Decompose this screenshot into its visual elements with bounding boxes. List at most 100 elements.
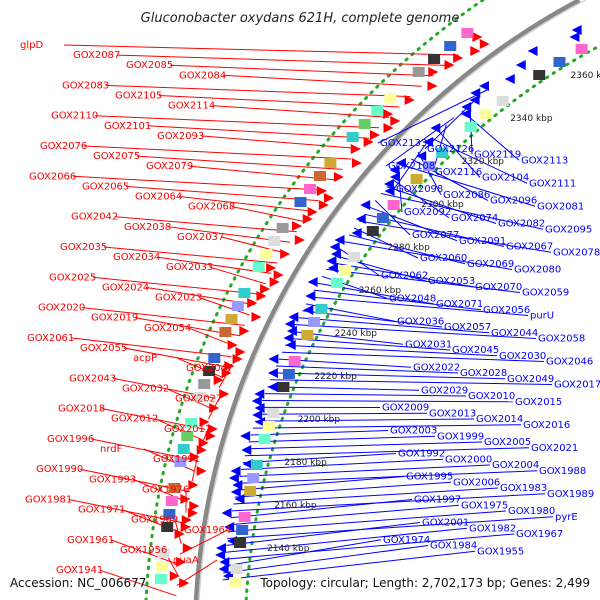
left-strand-gene-arrow [260, 284, 271, 294]
gene-feature-layer [154, 25, 588, 588]
inner-feature-block [315, 304, 328, 314]
left-gene-label: GOX1971 [78, 505, 125, 516]
inner-feature-block [347, 252, 360, 262]
right-gene-label: GOX2006 [453, 477, 500, 488]
left-strand-gene-arrow [251, 312, 262, 322]
left-strand-gene-arrow [383, 109, 394, 119]
outer-feature-block [208, 353, 221, 363]
left-leader-line [116, 54, 446, 66]
left-strand-gene-arrow [198, 438, 209, 448]
inner-feature-block [230, 564, 243, 574]
left-leader-line [136, 155, 343, 170]
outer-feature-block [346, 132, 359, 142]
right-gene-label: GOX2049 [507, 374, 554, 385]
right-gene-label: GOX2098 [396, 184, 443, 195]
left-leader-line [99, 569, 177, 597]
kbp-tick-label: 2160 kbp [274, 501, 317, 511]
outer-feature-block [225, 314, 238, 324]
right-strand-gene-arrow [224, 522, 235, 532]
left-leader-line [110, 539, 179, 566]
outer-feature-block [268, 236, 281, 246]
left-gene-label: GOX2042 [71, 212, 118, 223]
right-strand-gene-arrow [215, 550, 226, 560]
left-gene-label: GOX2047 [186, 363, 233, 374]
right-strand-gene-arrow [470, 88, 481, 98]
right-gene-label: GOX2078 [553, 247, 600, 258]
inner-feature-block [244, 486, 257, 496]
right-strand-gene-arrow [286, 326, 297, 336]
right-gene-label: GOX2046 [546, 357, 593, 368]
inner-feature-block [464, 122, 477, 132]
right-gene-label: GOX1980 [508, 506, 555, 517]
right-gene-label: GOX2077 [412, 230, 459, 241]
left-strand-gene-arrow [180, 494, 191, 504]
left-strand-gene-arrow [280, 249, 291, 259]
right-leader-line [330, 262, 474, 288]
left-leader-line [63, 44, 459, 56]
left-gene-label: acpP [133, 353, 157, 364]
kbp-tick-label: 2360 kbp [571, 71, 600, 81]
right-leader-line [262, 400, 514, 403]
outer-feature-block [444, 41, 457, 51]
right-gene-label: GOX2021 [531, 443, 578, 454]
right-gene-label: GOX2003 [390, 426, 437, 437]
right-strand-gene-arrow [241, 445, 252, 455]
right-gene-label: GOX2053 [428, 276, 475, 287]
left-gene-label: GOX1961 [67, 535, 114, 546]
left-gene-label: GOX2020 [38, 303, 85, 314]
left-leader-line [198, 297, 250, 316]
left-strand-gene-arrow [470, 46, 481, 56]
left-leader-line [191, 458, 198, 482]
kbp-tick-label: 2220 kbp [314, 372, 357, 382]
right-leader-line [230, 499, 413, 519]
right-gene-label: GOX2092 [404, 207, 451, 218]
inner-feature-block [376, 213, 389, 223]
left-gene-label: GOX2068 [188, 202, 235, 213]
right-leader-line [270, 379, 553, 385]
right-leader-line [438, 131, 481, 178]
left-strand-gene-arrow [232, 354, 243, 364]
right-strand-gene-arrow [228, 473, 239, 483]
right-strand-gene-arrow [383, 179, 394, 189]
left-leader-line [90, 438, 198, 462]
right-gene-label: GOX2133 [380, 138, 427, 149]
right-gene-label: GOX2010 [468, 391, 515, 402]
left-leader-line [114, 216, 297, 233]
right-gene-label: GOX2014 [476, 414, 523, 425]
right-gene-label: GOX2126 [427, 144, 474, 155]
right-gene-label: GOX2067 [506, 242, 553, 253]
kbp-tick-label: 2200 kbp [298, 415, 341, 425]
left-leader-line [165, 387, 213, 410]
left-strand-gene-arrow [444, 60, 455, 70]
right-gene-label: GOX1992 [398, 449, 445, 460]
left-gene-label: GOX1964 [184, 525, 231, 536]
outer-feature-block [276, 223, 289, 233]
inner-feature-block [423, 161, 436, 171]
left-gene-label: GOX2024 [102, 282, 149, 293]
right-strand-gene-arrow [252, 410, 263, 420]
right-strand-gene-arrow [569, 32, 580, 42]
kbp-tick-label: 2140 kbp [267, 544, 310, 554]
outer-feature-block [238, 288, 251, 298]
right-leader-line [239, 464, 491, 477]
left-gene-label: GOX2025 [49, 272, 96, 283]
outer-feature-block [165, 496, 178, 506]
right-strand-gene-arrow [230, 487, 241, 497]
right-strand-gene-arrow [255, 417, 266, 427]
inner-feature-block [277, 382, 290, 392]
left-gene-label: GOX1990 [36, 464, 83, 475]
right-gene-label: GOX2017 [554, 380, 600, 391]
left-gene-label: GOX2105 [115, 91, 162, 102]
left-strand-gene-arrow [256, 291, 267, 301]
right-leader-line [298, 317, 490, 334]
left-leader-line [132, 478, 189, 503]
left-gene-label: GOX1941 [56, 565, 103, 576]
right-gene-label: GOX2000 [445, 454, 492, 465]
left-gene-label: GOX2035 [60, 242, 107, 253]
right-gene-label: GOX2004 [492, 460, 539, 471]
left-gene-label: GOX2023 [155, 293, 202, 304]
right-leader-line [241, 458, 444, 470]
left-gene-label: nrdF [100, 444, 123, 455]
outer-feature-block [163, 509, 176, 519]
